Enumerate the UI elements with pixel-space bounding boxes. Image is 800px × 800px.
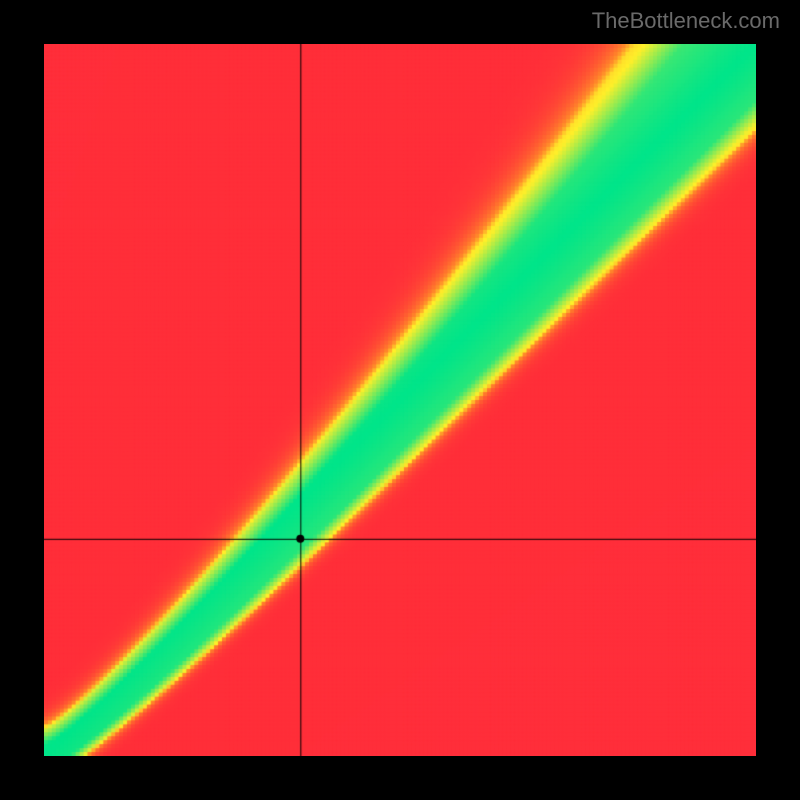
chart-container: TheBottleneck.com [0, 0, 800, 800]
heatmap-chart [44, 44, 756, 756]
watermark-text: TheBottleneck.com [592, 8, 780, 34]
heatmap-canvas [44, 44, 756, 756]
